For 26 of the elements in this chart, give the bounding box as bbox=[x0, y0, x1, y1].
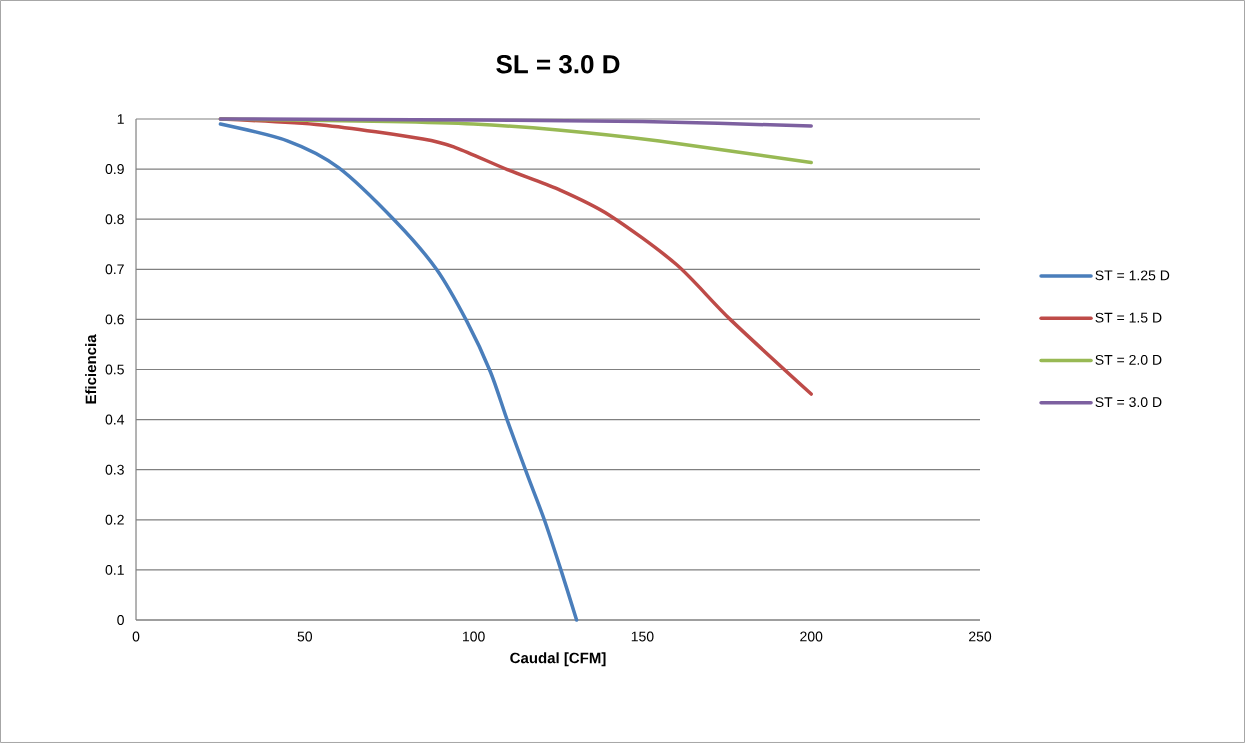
x-tick-label: 100 bbox=[462, 631, 485, 642]
y-tick-label: 0.5 bbox=[105, 364, 124, 375]
legend-label: ST = 1.25 D bbox=[1095, 270, 1170, 281]
x-tick-label: 200 bbox=[800, 631, 823, 642]
y-tick-label: 0.4 bbox=[105, 414, 125, 425]
y-tick-label: 1 bbox=[117, 114, 124, 124]
x-tick-label: 0 bbox=[132, 631, 140, 642]
legend-label: ST = 1.5 D bbox=[1095, 312, 1162, 323]
x-tick-label: 250 bbox=[969, 631, 992, 642]
y-tick-label: 0.9 bbox=[105, 164, 124, 175]
y-tick-label: 0.7 bbox=[105, 264, 124, 275]
legend-label: ST = 2.0 D bbox=[1095, 354, 1162, 365]
y-axis-title: Eficiencia bbox=[85, 334, 97, 404]
y-tick-label: 0 bbox=[117, 615, 124, 625]
line-series bbox=[218, 117, 813, 128]
y-tick-label: 0.3 bbox=[105, 464, 124, 475]
x-tick-label: 50 bbox=[297, 631, 313, 642]
line-series bbox=[218, 122, 579, 622]
y-tick-label: 0.6 bbox=[105, 314, 124, 325]
x-tick-label: 150 bbox=[631, 631, 654, 642]
y-tick-label: 0.8 bbox=[105, 214, 124, 225]
x-axis-title: Caudal [CFM] bbox=[510, 652, 606, 667]
y-tick-label: 0.1 bbox=[105, 564, 124, 575]
y-tick-label: 0.2 bbox=[105, 514, 124, 525]
legend-label: ST = 3.0 D bbox=[1095, 397, 1162, 408]
chart-title: SL = 3.0 D bbox=[496, 55, 620, 74]
